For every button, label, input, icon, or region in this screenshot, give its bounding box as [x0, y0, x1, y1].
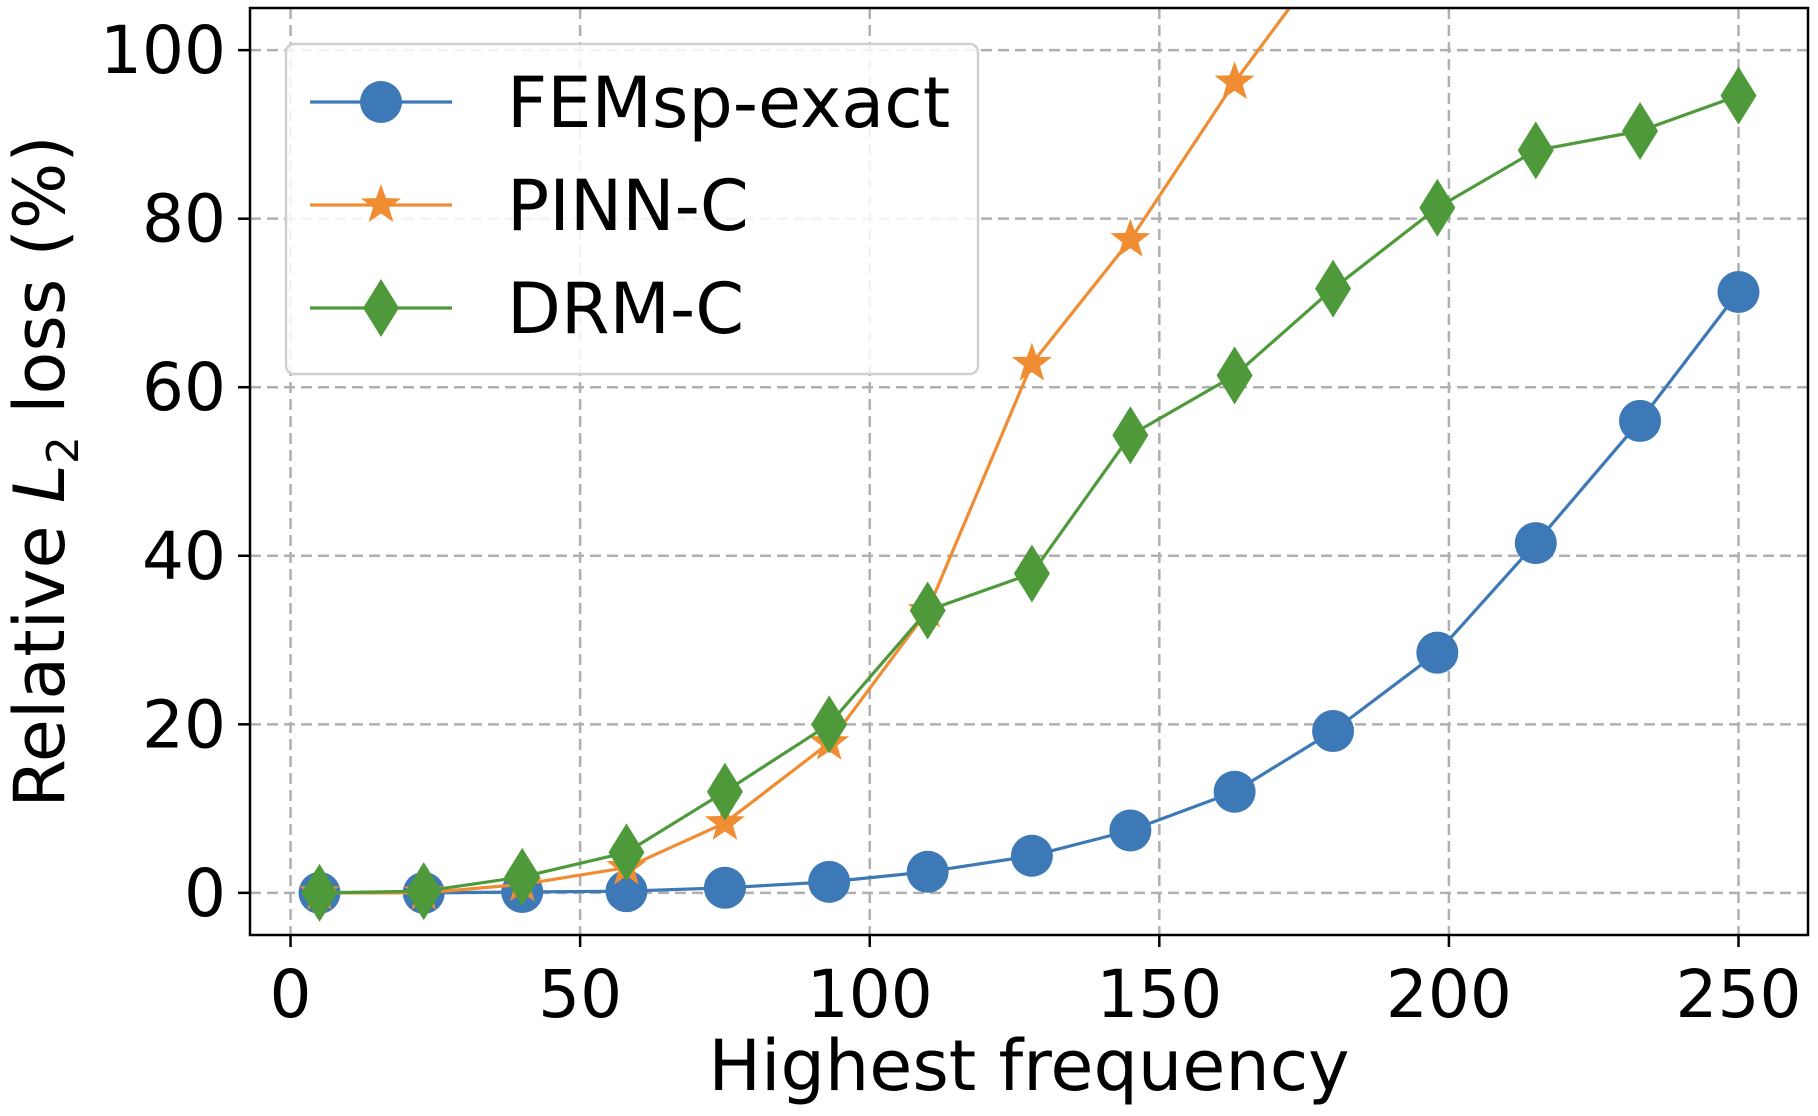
data-point: [906, 850, 949, 893]
legend: FEMsp-exact PINN-C DRM-C: [284, 42, 980, 376]
data-point: [1011, 342, 1052, 381]
data-point: [706, 762, 743, 821]
legend-box: [284, 42, 980, 376]
series-drm-c: [301, 66, 1757, 922]
data-point: [1312, 710, 1355, 753]
data-point: [1514, 522, 1557, 565]
data-point: [1013, 544, 1050, 603]
data-point: [1717, 270, 1760, 313]
data-point: [1213, 770, 1256, 813]
data-point: [1517, 121, 1554, 180]
legend-marker-circle: [360, 81, 402, 123]
data-point: [1622, 102, 1659, 161]
data-point: [301, 863, 338, 922]
x-tick-label: 150: [1096, 956, 1222, 1033]
y-axis-label-prefix: Relative: [0, 503, 81, 808]
y-tick-label: 60: [142, 349, 226, 426]
y-axis-label-suffix: loss (%): [0, 135, 81, 436]
data-point: [1112, 406, 1149, 465]
data-point: [909, 581, 946, 640]
data-point: [808, 860, 851, 903]
data-point: [1419, 178, 1456, 237]
legend-marker-star: [361, 184, 401, 222]
x-tick-label: 200: [1386, 956, 1512, 1033]
axis-ticks: 0 50 100 150 200 250 0 20 40 60 80 100: [100, 12, 1801, 1033]
x-tick-label: 50: [538, 956, 622, 1033]
data-point: [1214, 61, 1255, 100]
data-point: [1619, 399, 1662, 442]
data-point: [811, 695, 848, 754]
data-point: [1315, 259, 1352, 318]
y-axis-label: Relative L2 loss (%): [0, 135, 89, 807]
data-point: [1216, 346, 1253, 405]
legend-item: FEMsp-exact: [310, 62, 950, 144]
data-point: [1109, 809, 1152, 852]
data-point: [405, 862, 442, 921]
legend-item: DRM-C: [310, 268, 744, 350]
y-tick-label: 100: [100, 12, 226, 89]
data-point: [608, 823, 645, 882]
y-tick-label: 80: [142, 181, 226, 258]
data-point: [1720, 66, 1757, 125]
y-axis-label-subscript: 2: [38, 436, 89, 464]
y-tick-label: 40: [142, 518, 226, 595]
data-point: [703, 866, 746, 909]
x-tick-label: 100: [807, 956, 933, 1033]
y-tick-label: 20: [142, 686, 226, 763]
axes-frame: [248, 6, 1810, 937]
y-axis-label-variable: L: [0, 464, 81, 503]
legend-item: PINN-C: [310, 165, 749, 247]
legend-marker-diamond: [363, 279, 399, 337]
data-point: [1416, 631, 1459, 674]
data-point: [1010, 834, 1053, 877]
series-group: [298, 8, 1760, 922]
data-point: [504, 847, 541, 906]
data-point: [1110, 218, 1151, 257]
x-tick-label: 0: [270, 956, 312, 1033]
data-point: [705, 801, 745, 840]
x-tick-label: 250: [1676, 956, 1802, 1033]
legend-label: PINN-C: [507, 165, 749, 247]
legend-label: FEMsp-exact: [507, 62, 950, 144]
legend-label: DRM-C: [507, 268, 744, 350]
y-tick-label: 0: [184, 855, 226, 932]
x-axis-label: Highest frequency: [708, 1025, 1349, 1107]
